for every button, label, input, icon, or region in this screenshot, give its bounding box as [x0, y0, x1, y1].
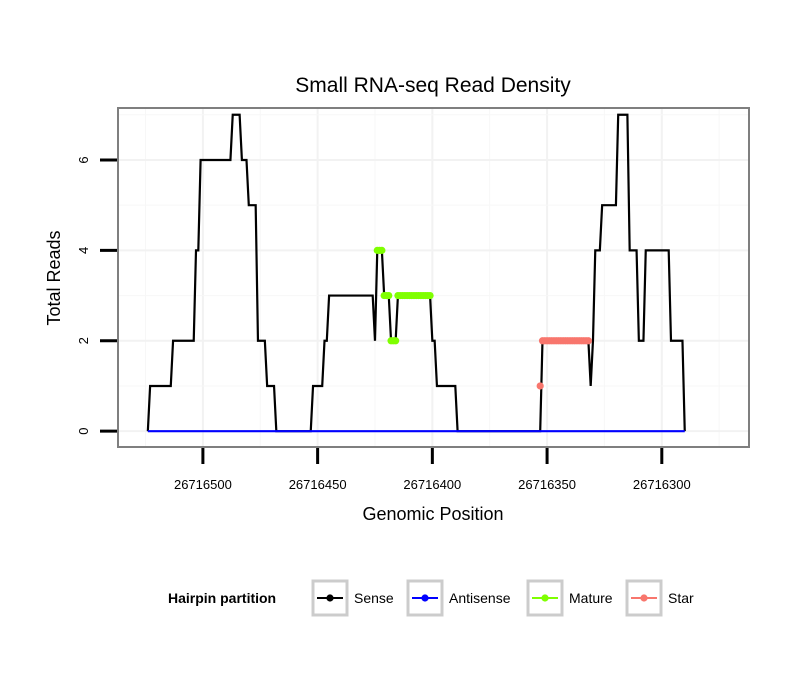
x-tick-label: 26716500: [174, 477, 232, 492]
legend-item-star: Star: [625, 579, 694, 617]
mature-point: [385, 291, 393, 300]
legend-label-mature: Mature: [569, 590, 613, 606]
y-tick-label: 0: [76, 428, 91, 435]
x-axis-title: Genomic Position: [362, 504, 503, 524]
x-tick-label: 26716450: [289, 477, 347, 492]
legend-label-antisense: Antisense: [449, 590, 511, 606]
panel-border: [117, 107, 750, 448]
x-tick-label: 26716350: [518, 477, 576, 492]
mature-point: [378, 246, 386, 254]
legend-label-sense: Sense: [354, 590, 394, 606]
legend-item-antisense: Antisense: [406, 579, 511, 617]
legend: Hairpin partition Sense Antisense Mature St…: [168, 579, 694, 617]
x-tick-label: 26716300: [633, 477, 691, 492]
mature-point: [392, 337, 400, 345]
legend-key-point: [541, 594, 549, 602]
star-point: [536, 382, 544, 390]
legend-item-sense: Sense: [311, 579, 394, 617]
plot-panel: [117, 107, 750, 448]
legend-key-point: [421, 594, 429, 602]
y-tick-label: 6: [76, 156, 91, 163]
x-axis: 26716500 26716450 26716400 26716350 26716300: [174, 448, 691, 492]
legend-item-mature: Mature: [526, 579, 613, 617]
mature-point: [426, 291, 434, 300]
x-tick-label: 26716400: [403, 477, 461, 492]
legend-key-point: [640, 594, 648, 602]
star-point: [584, 337, 592, 345]
y-axis: 0 2 4 6: [76, 156, 117, 435]
y-tick-label: 4: [76, 247, 91, 254]
chart-title: Small RNA-seq Read Density: [295, 74, 571, 97]
legend-key-point: [326, 594, 334, 602]
legend-label-star: Star: [668, 590, 694, 606]
y-tick-label: 2: [76, 337, 91, 344]
series-layer: [146, 113, 686, 433]
y-axis-title: Total Reads: [44, 230, 64, 325]
legend-title: Hairpin partition: [168, 590, 276, 606]
